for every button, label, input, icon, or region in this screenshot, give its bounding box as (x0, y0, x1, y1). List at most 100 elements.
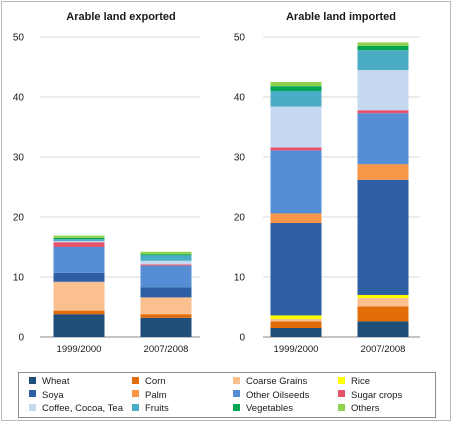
x-category-label: 1999/2000 (57, 344, 102, 355)
bar-segment (140, 251, 192, 255)
legend-swatch (338, 403, 345, 411)
y-tick-label: 0 (18, 333, 24, 344)
y-tick-label: 30 (234, 153, 246, 164)
legend-item: Soya (29, 389, 64, 402)
bar-segment (140, 297, 192, 315)
y-tick-label: 40 (13, 93, 25, 104)
y-tick-label: 10 (13, 273, 25, 284)
bar-segment (357, 306, 409, 322)
bar-segment (270, 321, 322, 328)
legend-swatch (29, 403, 36, 411)
bar-segment (357, 42, 409, 46)
legend-swatch (233, 390, 240, 398)
legend-item: Palm (132, 389, 167, 402)
bar-segment (53, 272, 105, 282)
legend-swatch (29, 376, 36, 384)
bar-segment (140, 260, 192, 265)
legend-item: Rice (338, 375, 370, 388)
bar-segment (53, 242, 105, 247)
bar-segment (53, 238, 105, 240)
bar-segment (357, 164, 409, 180)
bar-segment (357, 321, 409, 337)
legend-label: Coarse Grains (246, 376, 308, 387)
bar-segment (357, 295, 409, 298)
legend-label: Rice (351, 376, 371, 387)
legend-item: Wheat (29, 375, 69, 388)
bar-segment (53, 281, 105, 311)
bar-segment (53, 310, 105, 315)
y-tick-label: 40 (234, 93, 246, 104)
legend-label: Palm (145, 389, 167, 401)
legend-label: Others (351, 403, 380, 414)
legend-label: Coffee, Cocoa, Tea (42, 403, 123, 414)
x-category-label: 2007/2008 (144, 344, 189, 355)
legend-swatch (132, 403, 139, 411)
bar-segment (53, 239, 105, 241)
bar-segment (357, 113, 409, 165)
chart-title: Arable land exported (66, 11, 175, 23)
legend-swatch (132, 376, 139, 384)
legend-item: Other Oilseeds (233, 389, 309, 402)
bar-segment (357, 298, 409, 307)
legend-swatch (233, 403, 240, 411)
bar-segment (357, 70, 409, 111)
chart-title: Arable land imported (286, 11, 396, 23)
bar-segment (140, 265, 192, 288)
bar-segment (53, 241, 105, 243)
y-tick-label: 30 (13, 153, 25, 164)
bar-segment (140, 317, 192, 337)
exported-chart: Arable land exported 0 10 20 30 40 50 1999/2000… (13, 11, 200, 355)
bar-segment (270, 106, 322, 148)
x-category-label: 2007/2008 (361, 344, 406, 355)
bar-segment (270, 82, 322, 87)
bar-segment (270, 91, 322, 107)
legend-swatch (233, 376, 240, 384)
legend-label: Corn (145, 376, 166, 387)
bar-segment (270, 147, 322, 151)
bar-segment (53, 235, 105, 238)
bar-segment (270, 315, 322, 319)
x-category-label: 1999/2000 (274, 344, 319, 355)
y-tick-label: 50 (13, 33, 25, 44)
legend-item: Coarse Grains (233, 375, 307, 388)
legend: Wheat Corn Coarse Grains Rice Soya Palm Other … (18, 372, 436, 418)
y-tick-label: 10 (234, 273, 246, 284)
legend-label: Fruits (145, 403, 169, 414)
legend-item: Coffee, Cocoa, Tea (29, 402, 123, 415)
bar-segment (270, 150, 322, 214)
legend-item: Sugar crops (338, 389, 402, 402)
bar-segment (270, 213, 322, 223)
y-tick-label: 20 (234, 213, 246, 224)
legend-swatch (29, 390, 36, 398)
legend-item: Fruits (132, 402, 169, 415)
legend-label: Wheat (42, 376, 70, 387)
bar-segment (140, 264, 192, 266)
bar-segment (140, 314, 192, 318)
bar-segment (53, 314, 105, 337)
stacked-bar-charts: Arable land exported 0 10 20 30 40 50 1999/2000… (13, 11, 420, 355)
legend-swatch (132, 390, 139, 398)
bar-segment (140, 254, 192, 256)
legend-item: Vegetables (233, 402, 293, 415)
bar-segment (357, 179, 409, 295)
bar-segment (53, 247, 105, 273)
bar-segment (357, 50, 409, 70)
y-tick-label: 20 (13, 213, 25, 224)
bar-segment (270, 86, 322, 91)
y-tick-label: 0 (239, 333, 245, 344)
legend-item: Corn (132, 375, 166, 388)
legend-label: Other Oilseeds (246, 389, 310, 401)
legend-label: Sugar crops (351, 389, 403, 401)
legend-swatch (338, 390, 345, 398)
bar-segment (270, 319, 322, 322)
bar-segment (270, 223, 322, 316)
bar-segment (357, 46, 409, 51)
bar-segment (357, 110, 409, 114)
bar-segment (270, 328, 322, 337)
legend-label: Vegetables (246, 403, 294, 414)
imported-chart: Arable land imported 0 10 20 30 40 50 1999/2000… (234, 11, 420, 355)
legend-label: Soya (42, 389, 64, 401)
y-tick-label: 50 (234, 33, 246, 44)
legend-swatch (338, 376, 345, 384)
bar-segment (140, 255, 192, 261)
